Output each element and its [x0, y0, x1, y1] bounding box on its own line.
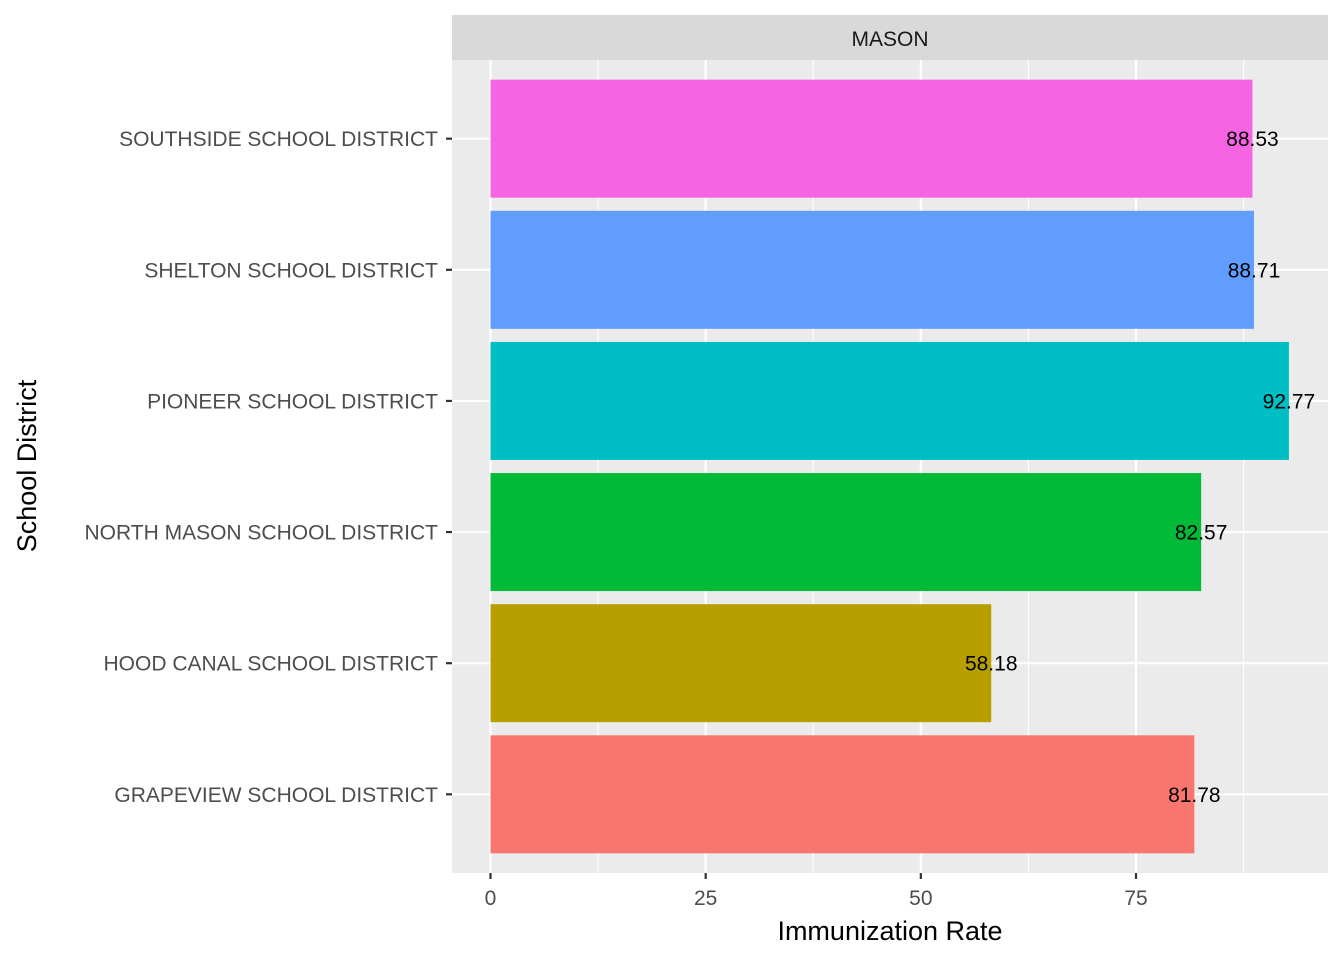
bar	[490, 79, 1253, 198]
value-labels: 81.78 58.18 82.57 92.77 88.71 88.53	[965, 128, 1315, 807]
bar-value-label: 58.18	[965, 653, 1018, 676]
bar-value-label: 92.77	[1263, 390, 1316, 413]
facet-strip	[452, 15, 1328, 60]
bar-value-label: 88.53	[1226, 128, 1279, 151]
y-tick-label: SHELTON SCHOOL DISTRICT	[144, 259, 438, 282]
x-tick-label: 75	[1124, 887, 1147, 910]
y-tick-label: HOOD CANAL SCHOOL DISTRICT	[104, 653, 439, 676]
x-axis: 0 25 50 75	[485, 873, 1148, 910]
bar-value-label: 81.78	[1168, 784, 1221, 807]
x-axis-title: Immunization Rate	[777, 916, 1002, 946]
bar-value-label: 88.71	[1228, 259, 1281, 282]
bar	[490, 210, 1254, 329]
y-tick-label: PIONEER SCHOOL DISTRICT	[147, 390, 438, 413]
x-tick-label: 0	[485, 887, 497, 910]
bars	[490, 79, 1289, 854]
y-tick-label: GRAPEVIEW SCHOOL DISTRICT	[114, 784, 438, 807]
y-axis-title: School District	[12, 379, 42, 552]
bar	[490, 341, 1289, 460]
x-tick-label: 25	[694, 887, 717, 910]
x-tick-label: 50	[909, 887, 932, 910]
bar	[490, 604, 992, 723]
bar-value-label: 82.57	[1175, 522, 1228, 545]
facet-label: MASON	[851, 28, 928, 51]
bar	[490, 473, 1202, 592]
bar	[490, 735, 1195, 854]
y-axis: GRAPEVIEW SCHOOL DISTRICT HOOD CANAL SCHO…	[84, 128, 452, 807]
y-tick-label: NORTH MASON SCHOOL DISTRICT	[84, 522, 438, 545]
y-tick-label: SOUTHSIDE SCHOOL DISTRICT	[119, 128, 438, 151]
